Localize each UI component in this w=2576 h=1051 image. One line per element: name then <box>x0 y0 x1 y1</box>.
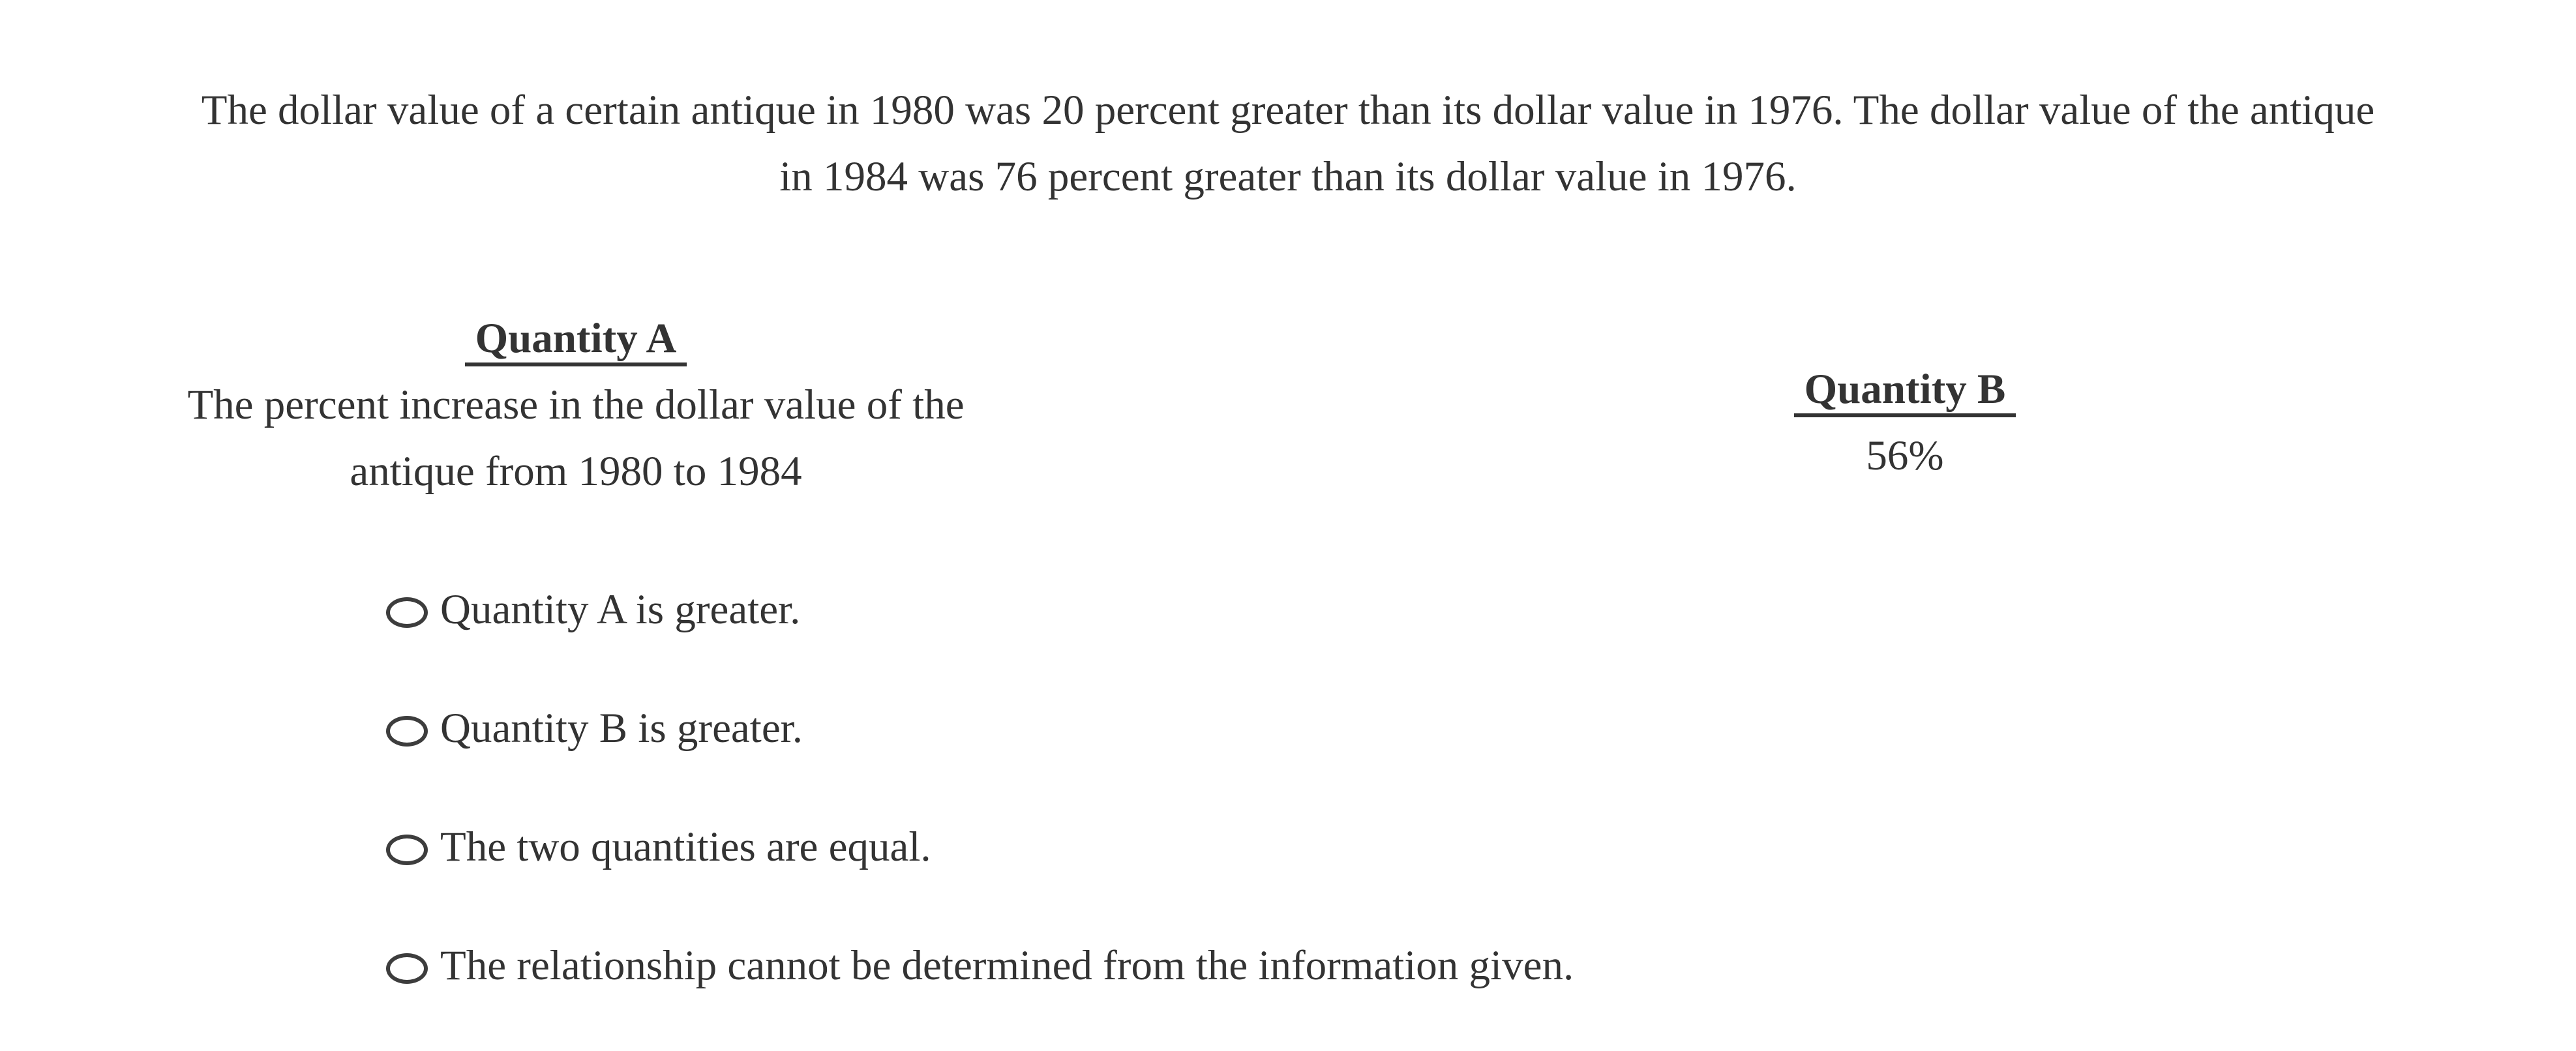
quantity-a-heading-line: Quantity A <box>87 305 1065 372</box>
quantity-a-block: Quantity A The percent increase in the d… <box>87 305 1065 505</box>
quantity-b-value: 56% <box>1866 432 1944 479</box>
radio-button-icon[interactable] <box>386 834 428 865</box>
answer-options: Quantity A is greater. Quantity B is gre… <box>386 576 1574 1051</box>
option-label[interactable]: Quantity B is greater. <box>440 705 803 752</box>
quantity-b-heading-line: Quantity B <box>1514 356 2296 422</box>
problem-text-line-2: in 1984 was 76 percent greater than its … <box>779 153 1797 200</box>
option-quantity-a-greater[interactable]: Quantity A is greater. <box>386 576 1574 643</box>
quantity-a-description-line-2: antique from 1980 to 1984 <box>350 448 802 495</box>
option-label[interactable]: The relationship cannot be determined fr… <box>440 942 1574 989</box>
option-quantities-equal[interactable]: The two quantities are equal. <box>386 814 1574 880</box>
quantity-a-description-line-1: The percent increase in the dollar value… <box>187 381 965 428</box>
radio-button-icon[interactable] <box>386 597 428 628</box>
radio-button-icon[interactable] <box>386 953 428 984</box>
problem-text-line-1: The dollar value of a certain antique in… <box>201 87 2375 134</box>
option-label[interactable]: The two quantities are equal. <box>440 823 931 870</box>
option-cannot-be-determined[interactable]: The relationship cannot be determined fr… <box>386 932 1574 999</box>
quantity-b-block: Quantity B 56% <box>1514 356 2296 489</box>
option-quantity-b-greater[interactable]: Quantity B is greater. <box>386 695 1574 762</box>
quantity-a-heading: Quantity A <box>464 316 687 367</box>
quantity-b-heading: Quantity B <box>1793 366 2016 418</box>
problem-statement: The dollar value of a certain antique in… <box>0 77 2576 210</box>
option-label[interactable]: Quantity A is greater. <box>440 586 801 633</box>
radio-button-icon[interactable] <box>386 715 428 747</box>
